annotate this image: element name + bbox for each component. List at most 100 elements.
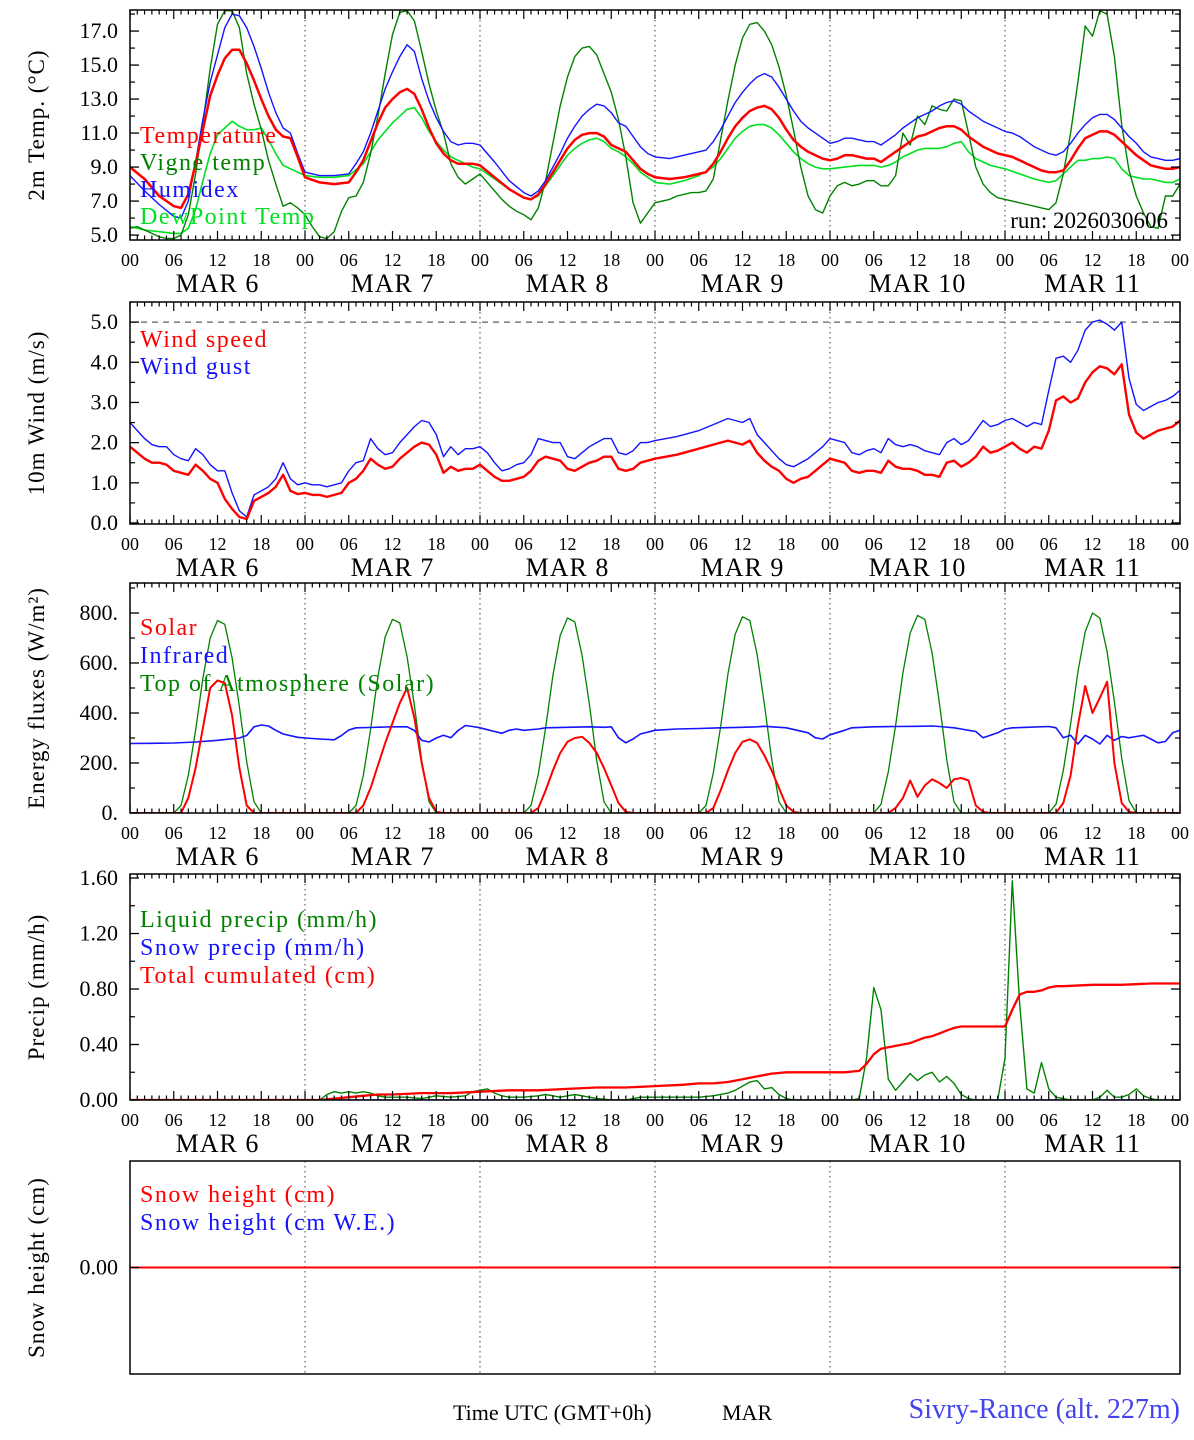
series-line-humidex	[130, 13, 1180, 219]
x-hour-label: 06	[515, 823, 533, 843]
legend-wind-1: Wind gust	[140, 354, 252, 380]
x-hour-label: 12	[1084, 250, 1102, 270]
series-line-wind_speed	[130, 363, 1180, 521]
x-hour-label: 12	[909, 250, 927, 270]
x-hour-label: 06	[340, 534, 358, 554]
y-tick-label: 5.0	[91, 309, 119, 334]
x-hour-label: 00	[821, 823, 839, 843]
footer-time-label: Time UTC (GMT+0h)	[453, 1400, 652, 1425]
x-hour-label: 06	[690, 250, 708, 270]
day-label: MAR 6	[176, 269, 260, 298]
x-hour-label: 06	[690, 823, 708, 843]
x-hour-label: 00	[821, 534, 839, 554]
x-hour-label: 00	[121, 534, 139, 554]
day-label: MAR 8	[526, 1129, 610, 1158]
x-hour-label: 00	[296, 534, 314, 554]
day-label: MAR 11	[1044, 842, 1141, 871]
x-hour-label: 06	[865, 1110, 883, 1130]
day-label: MAR 8	[526, 553, 610, 582]
x-hour-label: 12	[559, 823, 577, 843]
legend-temperature-0: Temperature	[140, 123, 277, 149]
x-hour-label: 00	[471, 534, 489, 554]
x-hour-label: 12	[734, 250, 752, 270]
x-hour-label: 06	[865, 823, 883, 843]
day-label: MAR 10	[869, 1129, 967, 1158]
x-hour-label: 18	[602, 823, 620, 843]
day-label: MAR 10	[869, 269, 967, 298]
x-hour-label: 12	[384, 823, 402, 843]
x-hour-label: 00	[296, 823, 314, 843]
x-hour-label: 12	[384, 250, 402, 270]
day-label: MAR 9	[701, 842, 785, 871]
x-hour-label: 06	[1040, 1110, 1058, 1130]
x-hour-label: 12	[209, 534, 227, 554]
day-label: MAR 11	[1044, 1129, 1141, 1158]
y-tick-label: 3.0	[91, 389, 119, 414]
x-hour-label: 00	[646, 250, 664, 270]
x-hour-label: 12	[734, 823, 752, 843]
y-tick-label: 1.20	[80, 921, 119, 946]
x-hour-label: 18	[252, 534, 270, 554]
y-tick-label: 11.0	[80, 120, 118, 145]
y-tick-label: 1.60	[80, 865, 119, 890]
x-hour-label: 00	[646, 823, 664, 843]
legend-wind-0: Wind speed	[140, 327, 268, 353]
x-hour-label: 18	[952, 250, 970, 270]
day-label: MAR 7	[351, 553, 435, 582]
x-hour-label: 18	[602, 250, 620, 270]
footer-credit: MARv3.14 model forced6by IFS (c) Lab. of…	[4, 1392, 359, 1440]
footer-model-label: MAR	[722, 1400, 773, 1425]
day-label: MAR 9	[701, 269, 785, 298]
y-tick-label: 600.	[80, 650, 119, 675]
x-hour-label: 18	[777, 534, 795, 554]
legend-precip-2: Total cumulated (cm)	[140, 963, 376, 989]
legend-snow_height-1: Snow height (cm W.E.)	[140, 1210, 396, 1236]
x-hour-label: 00	[996, 534, 1014, 554]
x-hour-label: 06	[690, 534, 708, 554]
x-hour-label: 06	[340, 823, 358, 843]
x-hour-label: 06	[690, 1110, 708, 1130]
x-hour-label: 06	[165, 250, 183, 270]
day-label: MAR 6	[176, 842, 260, 871]
x-hour-label: 18	[427, 823, 445, 843]
series-line-vigne_temp	[130, 10, 1180, 240]
x-hour-label: 00	[121, 1110, 139, 1130]
x-hour-label: 12	[734, 1110, 752, 1130]
series-line-wind_gust	[130, 319, 1180, 518]
x-hour-label: 12	[909, 823, 927, 843]
legend-energy_fluxes-2: Top of Atmosphere (Solar)	[140, 671, 435, 697]
x-hour-label: 12	[1084, 534, 1102, 554]
x-hour-label: 00	[996, 250, 1014, 270]
x-hour-label: 18	[1127, 534, 1145, 554]
x-hour-label: 18	[952, 1110, 970, 1130]
day-label: MAR 7	[351, 269, 435, 298]
day-label: MAR 6	[176, 1129, 260, 1158]
x-hour-label: 18	[952, 823, 970, 843]
y-tick-label: 0.00	[80, 1255, 119, 1280]
x-hour-label: 00	[646, 1110, 664, 1130]
x-hour-label: 18	[777, 250, 795, 270]
legend-energy_fluxes-1: Infrared	[140, 643, 229, 669]
day-label: MAR 10	[869, 553, 967, 582]
legend-temperature-1: Vigne temp	[140, 150, 266, 176]
day-label: MAR 6	[176, 553, 260, 582]
y-tick-label: 200.	[80, 750, 119, 775]
x-hour-label: 12	[909, 1110, 927, 1130]
day-label: MAR 9	[701, 1129, 785, 1158]
x-hour-label: 12	[559, 250, 577, 270]
y-tick-label: 0.	[102, 800, 119, 825]
run-label: run: 2026030606	[1010, 208, 1168, 233]
x-hour-label: 06	[165, 823, 183, 843]
x-hour-label: 06	[515, 1110, 533, 1130]
y-axis-title-precip: Precip (mm/h)	[24, 914, 49, 1061]
legend-temperature-2: Humidex	[140, 177, 240, 203]
series-line-temperature	[130, 48, 1180, 210]
x-hour-label: 00	[1171, 1110, 1189, 1130]
y-tick-label: 800.	[80, 600, 119, 625]
x-hour-label: 12	[1084, 1110, 1102, 1130]
x-hour-label: 06	[165, 534, 183, 554]
day-label: MAR 11	[1044, 553, 1141, 582]
x-hour-label: 18	[1127, 823, 1145, 843]
